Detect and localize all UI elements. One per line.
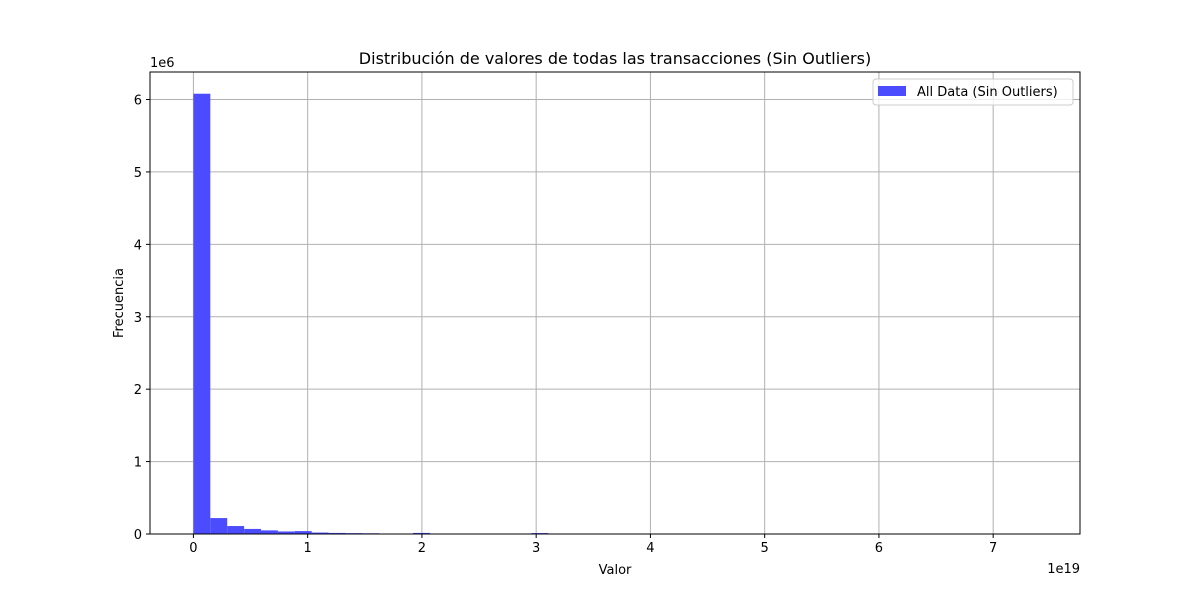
histogram-bar <box>210 518 228 534</box>
y-axis-ticks: 0 1 2 3 4 5 6 <box>134 94 150 543</box>
legend-frame <box>872 78 1074 106</box>
y-axis-label: Frecuencia <box>112 268 127 338</box>
histogram-bar <box>227 526 245 534</box>
histogram-bar <box>244 528 262 534</box>
histogram-bar <box>294 531 312 534</box>
x-tick-label: 0 <box>189 541 197 556</box>
legend-swatch <box>878 86 906 96</box>
histogram-bar <box>328 532 346 534</box>
y-tick-label: 0 <box>134 528 142 543</box>
x-axis-ticks: 0 1 2 3 4 5 6 7 <box>189 534 997 556</box>
chart-title: Distribución de valores de todas las tra… <box>359 49 871 68</box>
x-tick-label: 1 <box>304 541 312 556</box>
y-tick-label: 2 <box>134 383 142 398</box>
x-axis-label: Valor <box>599 563 632 578</box>
histogram-bar <box>277 531 295 534</box>
x-tick-label: 6 <box>875 541 883 556</box>
histogram-bar <box>261 530 278 534</box>
y-tick-label: 4 <box>134 238 142 253</box>
histogram-bars <box>193 93 549 535</box>
y-tick-label: 5 <box>134 166 142 181</box>
legend: All Data (Sin Outliers) <box>872 78 1074 106</box>
y-tick-label: 6 <box>134 94 142 109</box>
x-tick-label: 7 <box>989 541 997 556</box>
y-tick-label: 1 <box>134 456 142 471</box>
plot-frame <box>149 71 1081 535</box>
x-tick-label: 3 <box>532 541 540 556</box>
x-tick-label: 2 <box>418 541 426 556</box>
x-offset-label: 1e19 <box>1047 562 1080 577</box>
legend-label: All Data (Sin Outliers) <box>917 85 1058 100</box>
histogram-bar <box>413 532 430 534</box>
y-tick-label: 3 <box>134 311 142 326</box>
x-tick-label: 4 <box>646 541 654 556</box>
x-tick-label: 5 <box>761 541 769 556</box>
y-offset-label: 1e6 <box>150 56 175 71</box>
histogram-bar <box>311 532 329 534</box>
histogram-bar <box>193 93 211 535</box>
